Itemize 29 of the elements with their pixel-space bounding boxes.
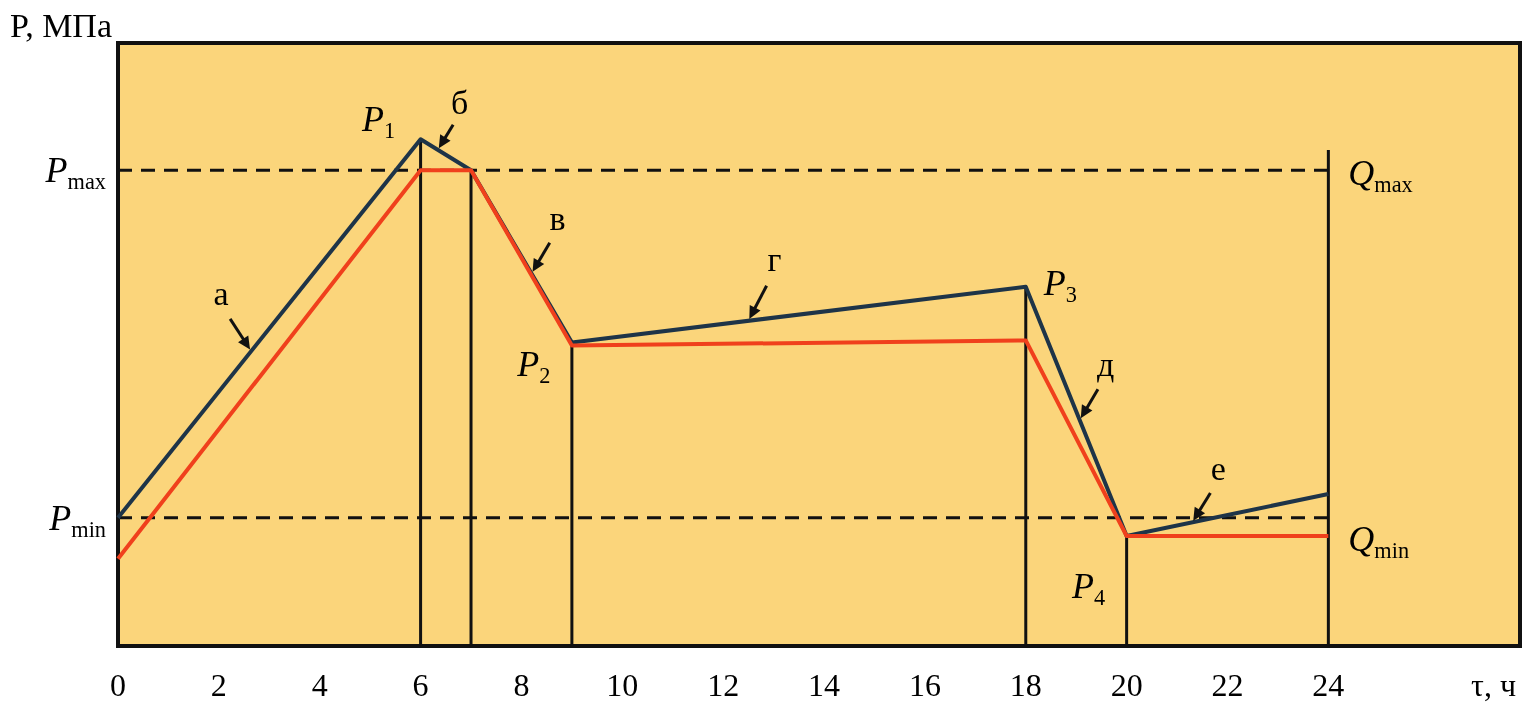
x-tick-label: 2 bbox=[210, 667, 227, 703]
annotation: Q$_{min}$ bbox=[1348, 519, 1410, 563]
annotation: г bbox=[767, 240, 782, 278]
x-tick-label: 8 bbox=[513, 667, 530, 703]
x-axis-title: τ, ч bbox=[1471, 667, 1516, 703]
annotation: P$_{2}$ bbox=[516, 343, 551, 388]
x-tick-label: 0 bbox=[110, 667, 126, 703]
x-tick-label: 14 bbox=[808, 667, 841, 703]
x-tick-label: 12 bbox=[707, 667, 740, 703]
x-tick-label: 6 bbox=[412, 667, 429, 703]
x-tick-label: 24 bbox=[1312, 667, 1345, 703]
x-tick-label: 16 bbox=[908, 667, 941, 703]
annotation: е bbox=[1210, 450, 1226, 488]
ref-line-label: P$_{min}$ bbox=[48, 497, 106, 542]
annotation: б bbox=[451, 83, 469, 121]
x-tick-label: 20 bbox=[1110, 667, 1143, 703]
annotation: д bbox=[1097, 346, 1115, 383]
y-axis-title: P, МПа bbox=[10, 7, 113, 44]
x-tick-label: 18 bbox=[1009, 667, 1042, 703]
annotation: P$_{1}$ bbox=[361, 99, 396, 143]
annotation: Q$_{max}$ bbox=[1348, 153, 1413, 197]
ref-line-label: P$_{max}$ bbox=[44, 150, 106, 194]
x-tick-label: 4 bbox=[311, 667, 328, 703]
x-tick-label: 22 bbox=[1211, 667, 1244, 703]
annotation: P$_{4}$ bbox=[1071, 566, 1106, 610]
annotation: в bbox=[549, 199, 566, 237]
x-tick-label: 10 bbox=[606, 667, 639, 703]
annotation: P$_{3}$ bbox=[1042, 262, 1077, 307]
annotation: а bbox=[213, 275, 229, 313]
